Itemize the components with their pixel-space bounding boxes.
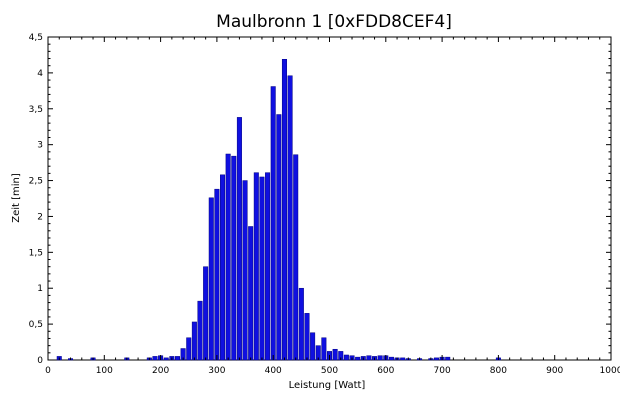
bar [265, 172, 271, 361]
x-tick-label: 200 [152, 366, 169, 376]
bar [281, 59, 287, 361]
bar [293, 154, 299, 361]
y-tick-label: 0 [37, 356, 43, 366]
bar [310, 332, 316, 361]
bar [174, 356, 180, 361]
chart-title: Maulbronn 1 [0xFDD8CEF4] [216, 12, 452, 32]
x-tick-label: 700 [434, 366, 451, 376]
x-tick-label: 500 [321, 366, 338, 376]
bar [445, 356, 451, 361]
y-tick-label: 0,5 [29, 320, 43, 330]
bar [236, 117, 242, 361]
bar [287, 75, 293, 361]
y-tick-label: 3 [37, 141, 43, 151]
x-tick-label: 1000 [600, 366, 620, 376]
y-tick-label: 3,5 [29, 105, 43, 115]
x-tick-label: 900 [546, 366, 563, 376]
bar [242, 180, 248, 361]
bar [220, 174, 226, 361]
y-tick-label: 1,5 [29, 248, 43, 258]
bar [208, 197, 214, 361]
x-axis-ticks: 0 100 200 300 400 500 600 700 800 900 1000 [45, 37, 620, 376]
bar [186, 337, 192, 361]
bar [366, 355, 372, 361]
x-tick-label: 100 [96, 366, 113, 376]
bar [191, 321, 197, 361]
y-tick-label: 1 [37, 284, 43, 294]
bar [304, 313, 310, 361]
x-tick-label: 400 [265, 366, 282, 376]
bar [298, 287, 304, 361]
y-tick-label: 4 [37, 69, 43, 79]
bar [332, 348, 338, 361]
bar [321, 337, 327, 361]
bar [253, 172, 259, 361]
y-tick-label: 2 [37, 212, 43, 222]
bar [203, 266, 209, 361]
bar [388, 356, 394, 361]
x-tick-label: 800 [490, 366, 507, 376]
bar [259, 176, 265, 361]
y-tick-label: 2,5 [29, 177, 43, 187]
y-axis-label: Zeit [min] [11, 173, 22, 223]
x-tick-label: 600 [377, 366, 394, 376]
y-axis-ticks: 0 0,5 1 1,5 2 2,5 3 3,5 4 4,5 [29, 33, 611, 366]
bar [231, 155, 237, 361]
bar [270, 86, 276, 361]
bar [343, 354, 349, 361]
bar [433, 357, 439, 361]
bar [152, 356, 158, 361]
bar [214, 188, 220, 361]
bar [377, 355, 383, 361]
bar [197, 300, 203, 361]
bar [276, 114, 282, 361]
x-tick-label: 0 [45, 366, 51, 376]
bar [355, 356, 361, 361]
bar [225, 153, 231, 361]
x-axis-label: Leistung [Watt] [289, 380, 366, 391]
x-tick-label: 300 [208, 366, 225, 376]
bar [163, 357, 169, 361]
plot-area [47, 36, 612, 361]
bar [248, 226, 254, 361]
bar [400, 357, 406, 361]
y-tick-label: 4,5 [29, 33, 43, 43]
